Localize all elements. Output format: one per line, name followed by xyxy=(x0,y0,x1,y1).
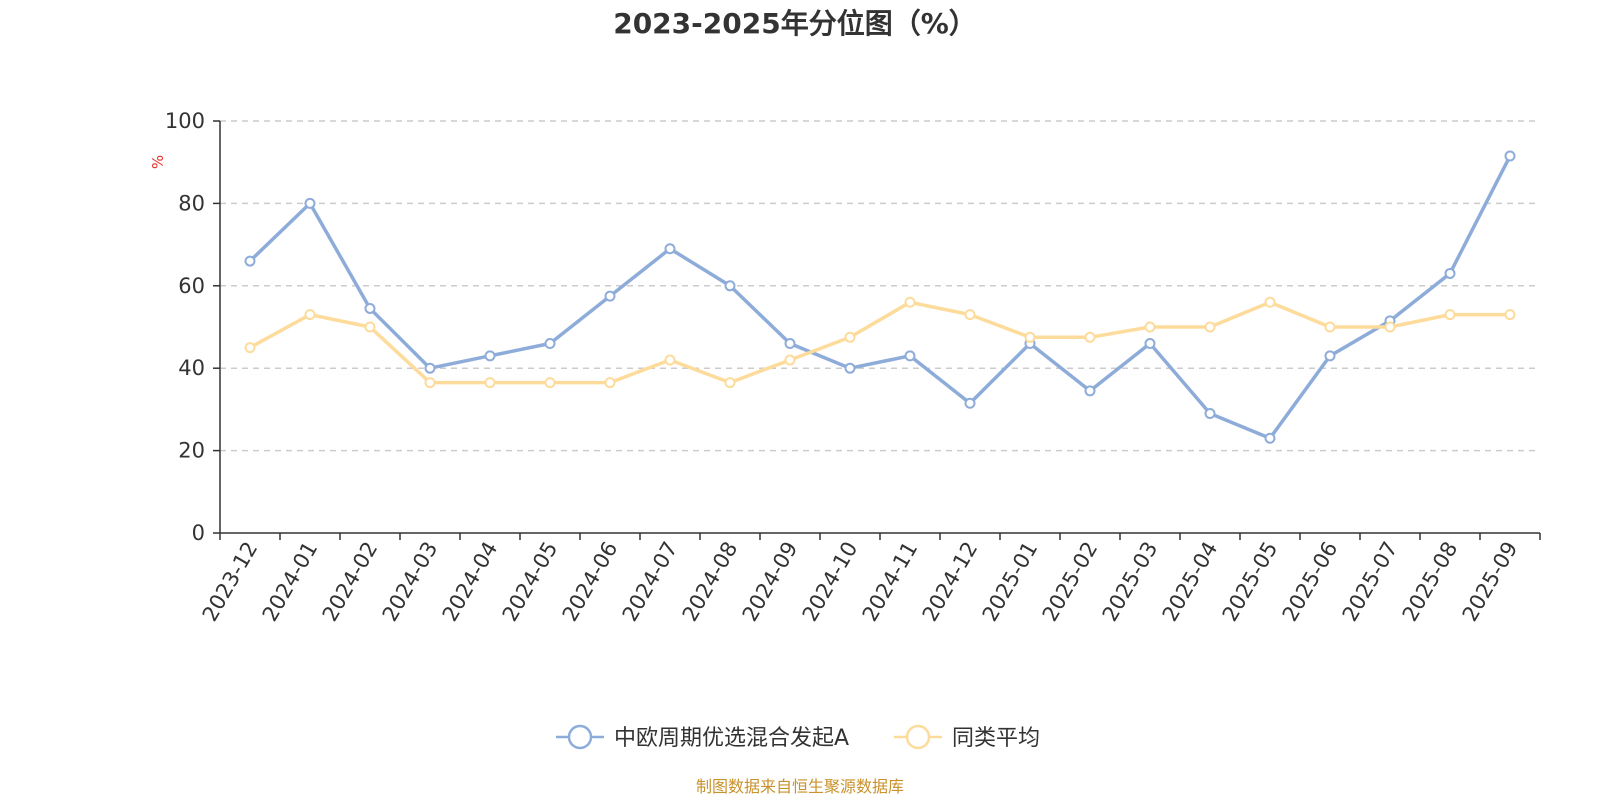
data-point[interactable] xyxy=(1024,331,1036,343)
x-tick-label: 2024-02 xyxy=(318,538,383,626)
series-1 xyxy=(244,296,1516,389)
y-tick-label: 100 xyxy=(165,109,205,133)
x-tick-label: 2025-05 xyxy=(1218,538,1283,626)
x-tick-label: 2024-10 xyxy=(798,538,863,626)
data-point[interactable] xyxy=(544,337,556,349)
data-point[interactable] xyxy=(1264,296,1276,308)
data-point[interactable] xyxy=(904,296,916,308)
x-tick-label: 2025-04 xyxy=(1158,538,1223,626)
legend-swatch-marker xyxy=(905,724,931,750)
x-tick-label: 2025-08 xyxy=(1398,538,1463,626)
data-point[interactable] xyxy=(424,377,436,389)
x-tick-label: 2024-01 xyxy=(258,538,323,626)
series-line xyxy=(249,300,1510,385)
x-tick-label: 2024-05 xyxy=(498,538,563,626)
y-tick-label: 40 xyxy=(178,356,205,380)
data-point[interactable] xyxy=(724,377,736,389)
data-point[interactable] xyxy=(664,354,676,366)
x-tick-label: 2025-02 xyxy=(1038,538,1103,626)
data-point[interactable] xyxy=(964,397,976,409)
data-point[interactable] xyxy=(244,342,256,354)
data-point[interactable] xyxy=(244,255,256,267)
data-point[interactable] xyxy=(784,354,796,366)
data-point[interactable] xyxy=(1324,321,1336,333)
x-tick-label: 2024-09 xyxy=(738,538,803,626)
x-tick-label: 2024-07 xyxy=(618,538,683,626)
x-tick-label: 2024-12 xyxy=(918,538,983,626)
y-axis-unit-label: % xyxy=(149,155,167,169)
legend-item[interactable]: 中欧周期优选混合发起A xyxy=(556,724,849,751)
y-tick-label: 80 xyxy=(178,191,205,215)
data-point[interactable] xyxy=(904,350,916,362)
y-axis-ticks: 0 20 40 60 80 100 xyxy=(165,109,220,545)
x-tick-label: 2025-09 xyxy=(1458,538,1523,626)
chart-title: 2023-2025年分位图（%） xyxy=(613,7,977,40)
data-point[interactable] xyxy=(304,309,316,321)
x-tick-label: 2024-11 xyxy=(858,538,923,626)
x-tick-label: 2024-06 xyxy=(558,538,623,626)
data-point[interactable] xyxy=(1324,350,1336,362)
data-point[interactable] xyxy=(1084,331,1096,343)
data-point[interactable] xyxy=(604,290,616,302)
grid-lines xyxy=(220,120,1540,452)
x-axis-ticks: 2023-122024-012024-022024-032024-042024-… xyxy=(198,533,1541,626)
data-point[interactable] xyxy=(844,331,856,343)
data-point[interactable] xyxy=(604,377,616,389)
x-tick-label: 2025-01 xyxy=(978,538,1043,626)
data-point[interactable] xyxy=(1204,408,1216,420)
x-tick-label: 2025-07 xyxy=(1338,538,1403,626)
y-tick-label: 20 xyxy=(178,439,205,463)
data-point[interactable] xyxy=(1444,267,1456,279)
data-point[interactable] xyxy=(1384,321,1396,333)
x-tick-label: 2025-03 xyxy=(1098,538,1163,626)
data-point[interactable] xyxy=(784,337,796,349)
data-point[interactable] xyxy=(724,280,736,292)
y-tick-label: 60 xyxy=(178,274,205,298)
data-point[interactable] xyxy=(964,309,976,321)
legend-item[interactable]: 同类平均 xyxy=(894,724,1040,751)
data-point[interactable] xyxy=(664,243,676,255)
data-point[interactable] xyxy=(484,350,496,362)
series-layer xyxy=(244,150,1516,444)
legend-label: 同类平均 xyxy=(952,726,1040,751)
data-point[interactable] xyxy=(1504,150,1516,162)
legend-swatch-marker xyxy=(567,724,593,750)
data-point[interactable] xyxy=(1144,321,1156,333)
data-point[interactable] xyxy=(544,377,556,389)
data-point[interactable] xyxy=(484,377,496,389)
x-tick-label: 2024-04 xyxy=(438,538,503,626)
data-point[interactable] xyxy=(1504,309,1516,321)
legend-label: 中欧周期优选混合发起A xyxy=(614,726,849,751)
data-point[interactable] xyxy=(1204,321,1216,333)
data-point[interactable] xyxy=(1144,337,1156,349)
series-line xyxy=(248,155,1512,440)
data-point[interactable] xyxy=(364,321,376,333)
data-point[interactable] xyxy=(1264,432,1276,444)
x-tick-label: 2023-12 xyxy=(198,538,263,626)
x-tick-label: 2024-08 xyxy=(678,538,743,626)
y-tick-label: 0 xyxy=(192,521,205,545)
data-point[interactable] xyxy=(1084,385,1096,397)
data-point[interactable] xyxy=(1444,309,1456,321)
source-note: 制图数据来自恒生聚源数据库 xyxy=(696,777,904,796)
data-point[interactable] xyxy=(364,302,376,314)
x-tick-label: 2025-06 xyxy=(1278,538,1343,626)
legend: 中欧周期优选混合发起A 同类平均 xyxy=(556,724,1040,751)
data-point[interactable] xyxy=(304,197,316,209)
data-point[interactable] xyxy=(844,362,856,374)
x-tick-label: 2024-03 xyxy=(378,538,443,626)
series-0 xyxy=(244,150,1516,444)
data-point[interactable] xyxy=(424,362,436,374)
